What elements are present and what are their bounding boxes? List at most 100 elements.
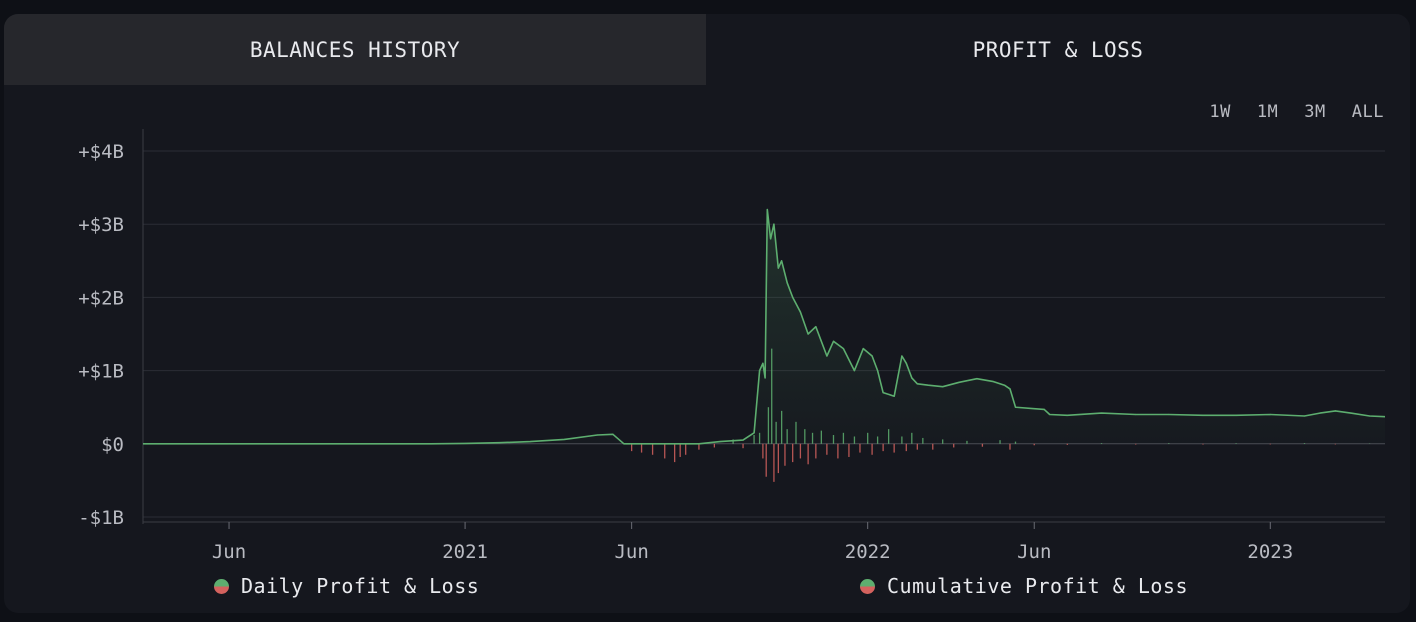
legend-dot-icon [214,578,229,594]
cumulative-pnl-point [753,432,755,434]
cumulative-pnl-point [758,370,761,372]
cumulative-pnl-point [832,340,835,342]
cumulative-pnl-point [853,370,856,372]
y-tick-label: +$1B [78,361,124,383]
cumulative-pnl-point [1368,415,1371,417]
cumulative-pnl-point [498,442,500,444]
cumulative-pnl-point [430,443,432,445]
cumulative-pnl-point [916,383,918,385]
cumulative-pnl-point [529,441,531,443]
cumulative-pnl-point [464,442,466,445]
cumulative-pnl-point [1168,413,1170,416]
x-tick-label: Jun [1017,541,1051,563]
tab-bar: BALANCES HISTORY PROFIT & LOSS [4,14,1410,85]
legend-label-cumulative: Cumulative Profit & Loss [887,574,1188,598]
legend-dot-icon [860,578,875,594]
cumulative-pnl-point [911,377,913,379]
cumulative-pnl-point [563,438,565,441]
cumulative-pnl-point [799,311,801,313]
chart-legend: Daily Profit & Loss Cumulative Profit & … [4,574,1410,604]
y-tick-label: -$1B [78,507,124,529]
x-tick-label: 2023 [1247,541,1293,563]
cumulative-pnl-point [893,395,895,397]
y-tick-label: $0 [101,434,124,456]
cumulative-pnl-point [143,443,144,445]
cumulative-pnl-point [770,238,772,240]
cumulative-pnl-point [1269,413,1271,416]
cumulative-pnl-point [1334,410,1336,412]
tab-profit-loss[interactable]: PROFIT & LOSS [706,14,1410,85]
cumulative-pnl-point [1014,406,1017,408]
cumulative-pnl-point [781,260,783,262]
cumulative-pnl-point [1100,412,1103,414]
cumulative-pnl-point [1303,415,1306,417]
legend-item-daily[interactable]: Daily Profit & Loss [214,574,479,598]
tab-balances-history[interactable]: BALANCES HISTORY [4,14,706,85]
cumulative-pnl-point [1033,408,1035,410]
cumulative-pnl-point [862,348,864,350]
cumulative-pnl-point [1350,412,1352,414]
cumulative-pnl-point [664,443,666,445]
cumulative-pnl-series [143,208,1385,445]
cumulative-pnl-point [742,439,744,441]
pnl-chart: +$4B +$3B +$2B +$1B $0 -$1B Jun 2021 Jun 2022 Jun 2… [78,129,1385,563]
cumulative-pnl-point [992,380,995,383]
cumulative-pnl-point [612,433,614,435]
cumulative-pnl-point [792,296,794,298]
cumulative-pnl-point [698,443,700,445]
cumulative-pnl-point [1135,413,1137,416]
cumulative-pnl-point [815,326,817,328]
cumulative-pnl-point [842,348,845,350]
cumulative-pnl-point [958,381,960,383]
cumulative-pnl-point [826,355,828,357]
cumulative-pnl-point [1043,408,1045,410]
cumulative-pnl-point [1009,388,1011,390]
range-1m-button[interactable]: 1M [1256,102,1279,122]
cumulative-pnl-point [786,282,788,284]
cumulative-pnl-point [1049,413,1051,416]
cumulative-pnl-point [762,362,764,364]
y-tick-label: +$2B [78,287,124,309]
range-selector: 1W 1M 3M ALL [1209,102,1384,122]
cumulative-pnl-point [882,391,884,394]
range-all-button[interactable]: ALL [1351,102,1384,122]
x-tick-label: Jun [614,541,648,563]
cumulative-pnl-point [976,378,978,380]
cumulative-pnl-point [1003,384,1006,386]
cumulative-pnl-point [329,443,332,445]
cumulative-pnl-point [764,377,766,379]
y-tick-label: +$3B [78,214,124,236]
cumulative-pnl-point [1235,414,1237,416]
cumulative-pnl-point [927,384,929,386]
cumulative-pnl-point [807,333,809,335]
cumulative-pnl-point [777,267,779,269]
range-3m-button[interactable]: 3M [1304,102,1326,122]
cumulative-pnl-point [877,370,879,372]
legend-label-daily: Daily Profit & Loss [241,574,480,598]
legend-item-cumulative[interactable]: Cumulative Profit & Loss [860,574,1188,598]
grid-layer [143,150,1385,518]
cumulative-pnl-point [1066,414,1068,416]
cumulative-pnl-point [942,386,944,388]
x-tick-label: 2021 [442,541,488,563]
cumulative-pnl-point [1202,414,1204,416]
cumulative-pnl-point [773,223,775,225]
pnl-card: BALANCES HISTORY PROFIT & LOSS 1W 1M 3M … [4,14,1410,613]
cumulative-pnl-line [143,208,1385,445]
cumulative-pnl-point [631,443,633,445]
x-tick-label: 2022 [845,541,891,563]
cumulative-pnl-point [685,443,687,445]
cumulative-pnl-area [143,209,1385,444]
cumulative-pnl-point [871,355,873,357]
cumulative-pnl-point [905,362,907,364]
range-1w-button[interactable]: 1W [1209,102,1231,122]
cumulative-pnl-point [901,355,903,357]
cumulative-pnl-point [1319,412,1321,414]
x-tick-label: Jun [212,541,246,563]
cumulative-pnl-point [766,208,768,211]
cumulative-pnl-point [623,443,625,445]
y-tick-label: +$4B [78,141,124,163]
cumulative-pnl-point [228,443,230,445]
cumulative-pnl-point [719,441,721,443]
cumulative-pnl-point [596,434,599,436]
